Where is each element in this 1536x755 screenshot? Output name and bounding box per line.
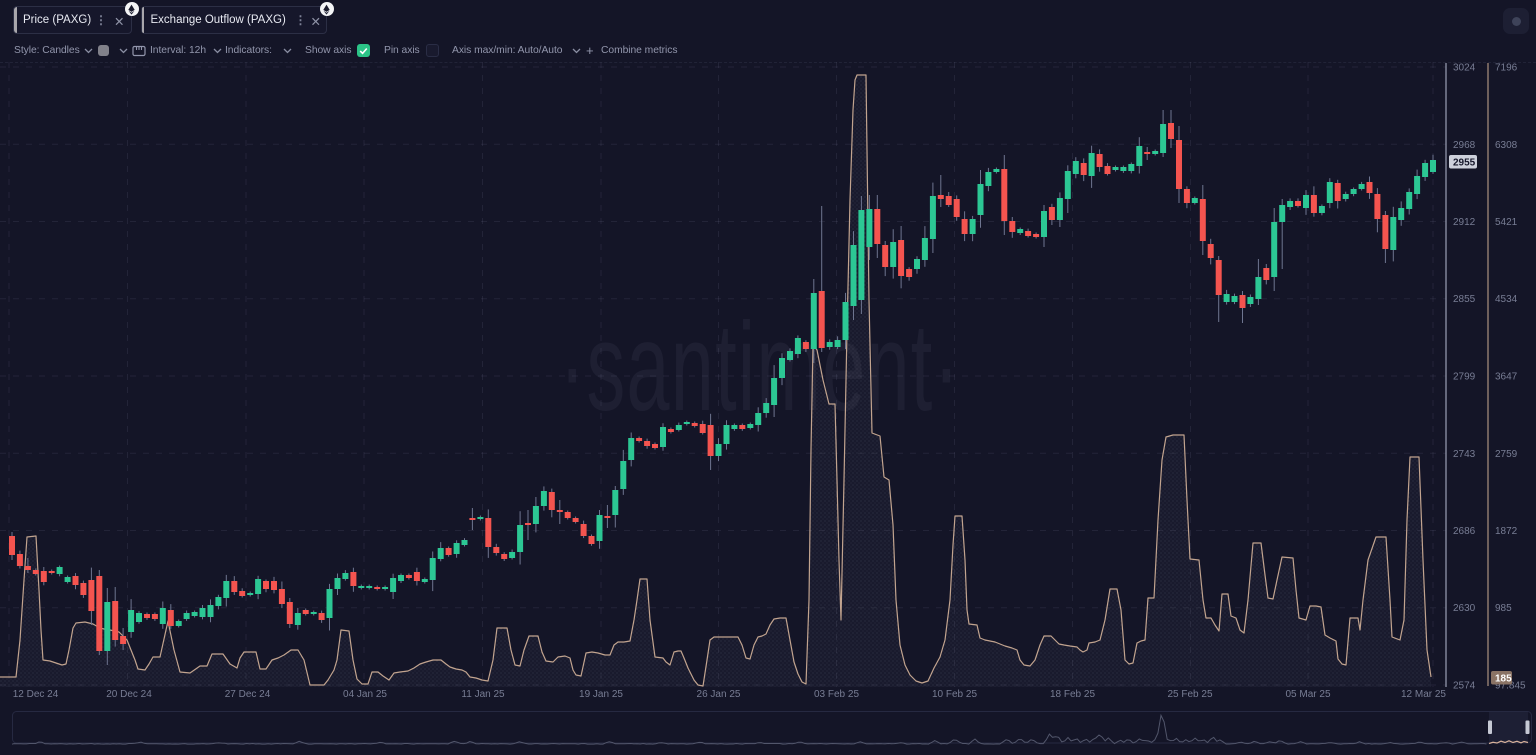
svg-text:2743: 2743: [1453, 449, 1476, 460]
svg-text:3024: 3024: [1453, 63, 1476, 74]
svg-text:2630: 2630: [1453, 603, 1476, 614]
svg-text:05 Mar 25: 05 Mar 25: [1285, 689, 1330, 700]
svg-text:19 Jan 25: 19 Jan 25: [579, 689, 623, 700]
svg-text:2574: 2574: [1453, 681, 1476, 692]
svg-text:7196: 7196: [1495, 63, 1518, 74]
svg-text:03 Feb 25: 03 Feb 25: [814, 689, 859, 700]
svg-text:18 Feb 25: 18 Feb 25: [1050, 689, 1095, 700]
svg-text:2912: 2912: [1453, 217, 1476, 228]
svg-text:6308: 6308: [1495, 140, 1518, 151]
svg-text:985: 985: [1495, 603, 1512, 614]
svg-text:4534: 4534: [1495, 294, 1518, 305]
svg-text:5421: 5421: [1495, 217, 1518, 228]
svg-text:2799: 2799: [1453, 372, 1476, 383]
svg-text:12 Mar 25: 12 Mar 25: [1401, 689, 1446, 700]
svg-text:27 Dec 24: 27 Dec 24: [225, 689, 271, 700]
svg-text:12 Dec 24: 12 Dec 24: [13, 689, 59, 700]
svg-text:11 Jan 25: 11 Jan 25: [461, 689, 505, 700]
svg-text:2855: 2855: [1453, 294, 1476, 305]
svg-text:2759: 2759: [1495, 449, 1518, 460]
svg-text:25 Feb 25: 25 Feb 25: [1167, 689, 1212, 700]
svg-text:20 Dec 24: 20 Dec 24: [106, 689, 152, 700]
svg-text:1872: 1872: [1495, 526, 1518, 537]
svg-text:26 Jan 25: 26 Jan 25: [697, 689, 741, 700]
svg-text:10 Feb 25: 10 Feb 25: [932, 689, 977, 700]
svg-text:3647: 3647: [1495, 372, 1518, 383]
svg-text:185: 185: [1495, 674, 1512, 685]
svg-text:2686: 2686: [1453, 526, 1476, 537]
svg-text:97.845: 97.845: [1495, 681, 1526, 692]
svg-text:04 Jan 25: 04 Jan 25: [343, 689, 387, 700]
svg-text:2968: 2968: [1453, 140, 1476, 151]
svg-text:2955: 2955: [1453, 158, 1476, 169]
